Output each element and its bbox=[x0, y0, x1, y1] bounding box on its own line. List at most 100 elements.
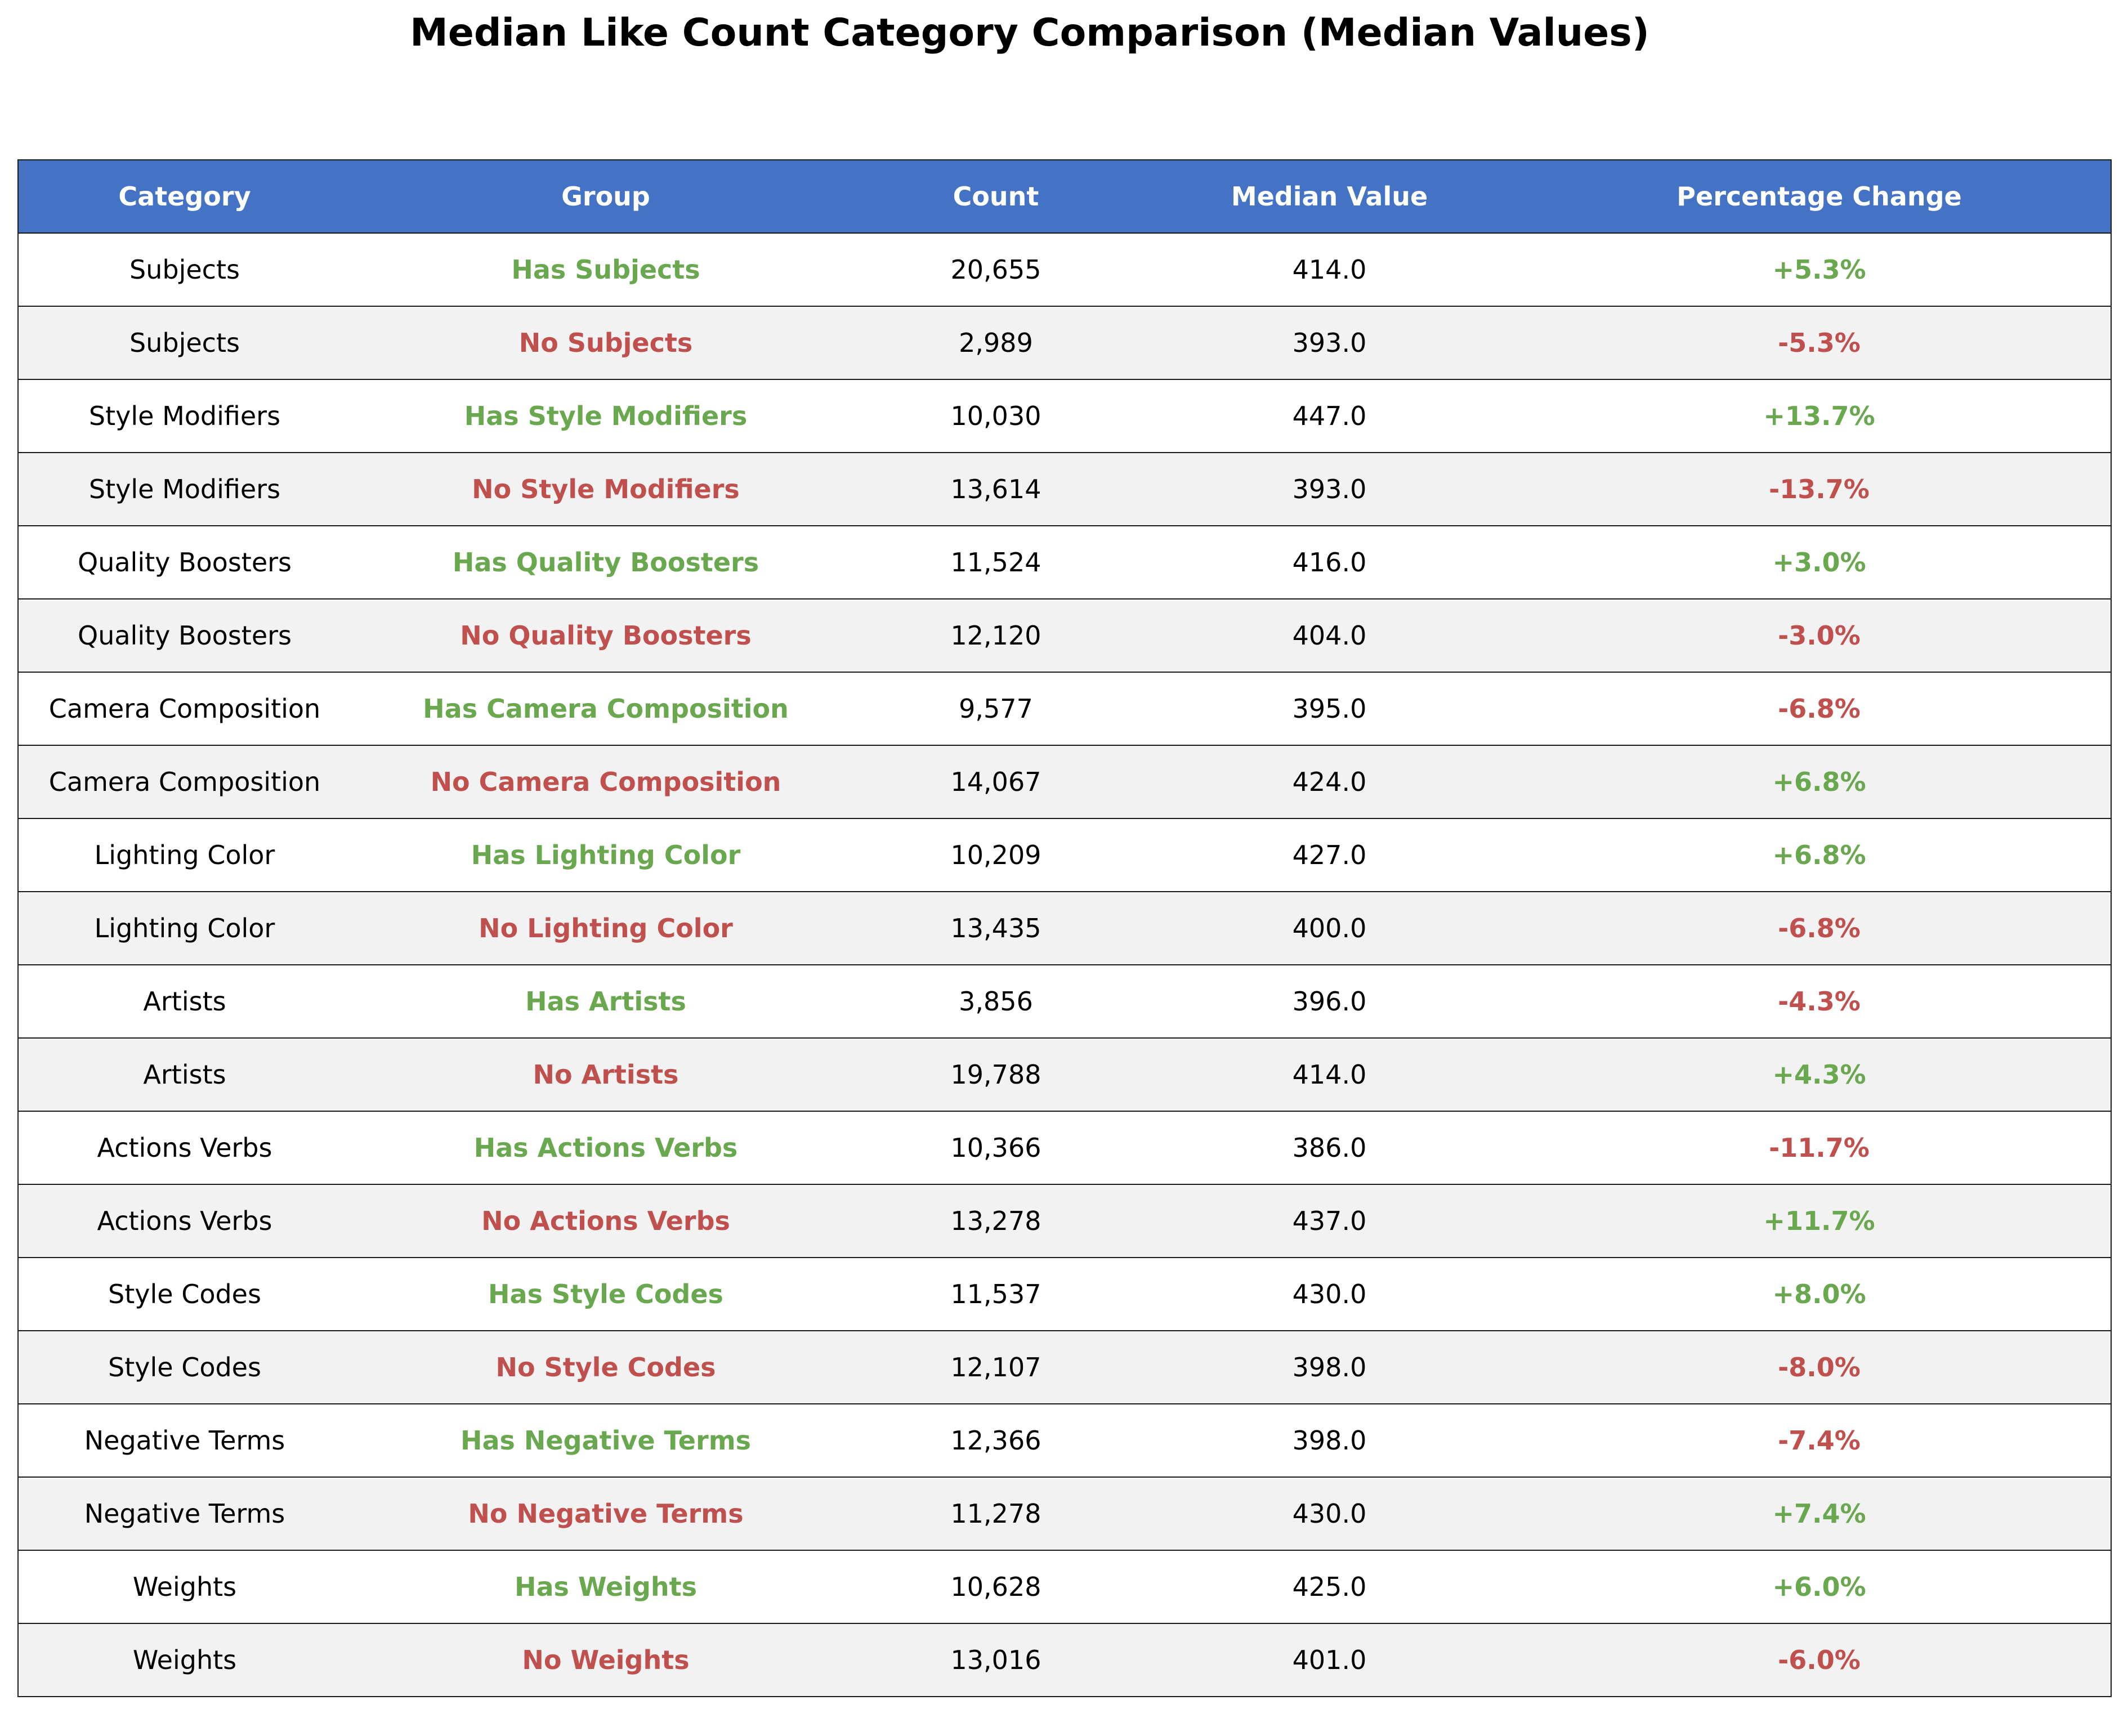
cell-percentage-change: -5.3% bbox=[1528, 306, 2112, 380]
cell-category: Artists bbox=[17, 1037, 351, 1112]
cell-median-value: 386.0 bbox=[1131, 1111, 1528, 1185]
table-row: Actions Verbs Has Actions Verbs 10,366 386.… bbox=[17, 1111, 2112, 1185]
cell-count: 13,614 bbox=[861, 452, 1131, 526]
cell-category: Style Codes bbox=[17, 1257, 351, 1331]
cell-count: 10,366 bbox=[861, 1111, 1131, 1185]
cell-category: Style Modifiers bbox=[17, 379, 351, 453]
cell-median-value: 430.0 bbox=[1131, 1257, 1528, 1331]
cell-median-value: 398.0 bbox=[1131, 1330, 1528, 1404]
table-row: Negative Terms Has Negative Terms 12,366 39… bbox=[17, 1403, 2112, 1478]
table-row: Subjects No Subjects 2,989 393.0 -5.3% bbox=[17, 306, 2112, 380]
cell-percentage-change: +6.8% bbox=[1528, 745, 2112, 819]
table-row: Lighting Color Has Lighting Color 10,209 42… bbox=[17, 818, 2112, 892]
cell-count: 12,366 bbox=[861, 1403, 1131, 1478]
cell-category: Style Codes bbox=[17, 1330, 351, 1404]
table-row: Subjects Has Subjects 20,655 414.0 +5.3% bbox=[17, 232, 2112, 307]
cell-group: Has Negative Terms bbox=[351, 1403, 861, 1478]
cell-median-value: 416.0 bbox=[1131, 525, 1528, 599]
cell-percentage-change: -13.7% bbox=[1528, 452, 2112, 526]
cell-percentage-change: -6.0% bbox=[1528, 1623, 2112, 1697]
cell-median-value: 396.0 bbox=[1131, 964, 1528, 1039]
cell-median-value: 400.0 bbox=[1131, 891, 1528, 965]
cell-percentage-change: +6.8% bbox=[1528, 818, 2112, 892]
table-row: Style Codes No Style Codes 12,107 398.0 -8.0… bbox=[17, 1330, 2112, 1404]
cell-category: Actions Verbs bbox=[17, 1111, 351, 1185]
cell-median-value: 414.0 bbox=[1131, 232, 1528, 307]
table-row: Style Codes Has Style Codes 11,537 430.0 +8.… bbox=[17, 1257, 2112, 1331]
cell-group: No Negative Terms bbox=[351, 1477, 861, 1551]
column-header-median-value: Median Value bbox=[1131, 159, 1528, 234]
column-header-percentage-change: Percentage Change bbox=[1528, 159, 2112, 234]
cell-group: No Weights bbox=[351, 1623, 861, 1697]
cell-count: 12,120 bbox=[861, 598, 1131, 673]
cell-group: Has Style Codes bbox=[351, 1257, 861, 1331]
cell-count: 2,989 bbox=[861, 306, 1131, 380]
cell-median-value: 424.0 bbox=[1131, 745, 1528, 819]
cell-group: Has Subjects bbox=[351, 232, 861, 307]
cell-percentage-change: +13.7% bbox=[1528, 379, 2112, 453]
table-row: Weights Has Weights 10,628 425.0 +6.0% bbox=[17, 1550, 2112, 1624]
cell-percentage-change: -3.0% bbox=[1528, 598, 2112, 673]
cell-category: Weights bbox=[17, 1623, 351, 1697]
cell-category: Subjects bbox=[17, 232, 351, 307]
table-row: Negative Terms No Negative Terms 11,278 430… bbox=[17, 1477, 2112, 1551]
cell-percentage-change: +7.4% bbox=[1528, 1477, 2112, 1551]
cell-group: Has Camera Composition bbox=[351, 672, 861, 746]
cell-median-value: 425.0 bbox=[1131, 1550, 1528, 1624]
table-row: Camera Composition Has Camera Composition… bbox=[17, 672, 2112, 746]
cell-group: Has Artists bbox=[351, 964, 861, 1039]
cell-median-value: 393.0 bbox=[1131, 306, 1528, 380]
cell-group: Has Actions Verbs bbox=[351, 1111, 861, 1185]
cell-group: No Subjects bbox=[351, 306, 861, 380]
cell-group: Has Style Modifiers bbox=[351, 379, 861, 453]
cell-count: 13,278 bbox=[861, 1184, 1131, 1258]
cell-category: Actions Verbs bbox=[17, 1184, 351, 1258]
cell-count: 20,655 bbox=[861, 232, 1131, 307]
cell-group: Has Weights bbox=[351, 1550, 861, 1624]
cell-group: Has Lighting Color bbox=[351, 818, 861, 892]
cell-category: Camera Composition bbox=[17, 745, 351, 819]
cell-count: 3,856 bbox=[861, 964, 1131, 1039]
cell-category: Quality Boosters bbox=[17, 598, 351, 673]
cell-group: No Style Modifiers bbox=[351, 452, 861, 526]
table-row: Style Modifiers Has Style Modifiers 10,030… bbox=[17, 379, 2112, 453]
cell-count: 9,577 bbox=[861, 672, 1131, 746]
cell-count: 14,067 bbox=[861, 745, 1131, 819]
cell-count: 13,435 bbox=[861, 891, 1131, 965]
table-row: Artists Has Artists 3,856 396.0 -4.3% bbox=[17, 964, 2112, 1039]
cell-percentage-change: -8.0% bbox=[1528, 1330, 2112, 1404]
cell-count: 11,278 bbox=[861, 1477, 1131, 1551]
cell-category: Negative Terms bbox=[17, 1403, 351, 1478]
comparison-table: Category Group Count Median Value Percen… bbox=[17, 159, 2112, 1697]
cell-category: Weights bbox=[17, 1550, 351, 1624]
cell-count: 19,788 bbox=[861, 1037, 1131, 1112]
cell-median-value: 393.0 bbox=[1131, 452, 1528, 526]
cell-median-value: 447.0 bbox=[1131, 379, 1528, 453]
cell-category: Negative Terms bbox=[17, 1477, 351, 1551]
table-row: Lighting Color No Lighting Color 13,435 400… bbox=[17, 891, 2112, 965]
cell-median-value: 427.0 bbox=[1131, 818, 1528, 892]
cell-median-value: 404.0 bbox=[1131, 598, 1528, 673]
cell-category: Lighting Color bbox=[17, 818, 351, 892]
cell-median-value: 430.0 bbox=[1131, 1477, 1528, 1551]
cell-category: Style Modifiers bbox=[17, 452, 351, 526]
cell-median-value: 401.0 bbox=[1131, 1623, 1528, 1697]
cell-group: No Quality Boosters bbox=[351, 598, 861, 673]
cell-percentage-change: +8.0% bbox=[1528, 1257, 2112, 1331]
cell-percentage-change: -11.7% bbox=[1528, 1111, 2112, 1185]
cell-count: 13,016 bbox=[861, 1623, 1131, 1697]
cell-percentage-change: +5.3% bbox=[1528, 232, 2112, 307]
page-title: Median Like Count Category Comparison (M… bbox=[410, 11, 1649, 55]
table-row: Style Modifiers No Style Modifiers 13,614 3… bbox=[17, 452, 2112, 526]
cell-category: Lighting Color bbox=[17, 891, 351, 965]
table-row: Quality Boosters No Quality Boosters 12,12… bbox=[17, 598, 2112, 673]
table-body: Subjects Has Subjects 20,655 414.0 +5.3% Subj… bbox=[17, 232, 2112, 1697]
cell-percentage-change: +3.0% bbox=[1528, 525, 2112, 599]
cell-percentage-change: +4.3% bbox=[1528, 1037, 2112, 1112]
column-header-category: Category bbox=[17, 159, 351, 234]
cell-group: No Lighting Color bbox=[351, 891, 861, 965]
table-row: Quality Boosters Has Quality Boosters 11,5… bbox=[17, 525, 2112, 599]
cell-category: Artists bbox=[17, 964, 351, 1039]
cell-percentage-change: -6.8% bbox=[1528, 672, 2112, 746]
cell-count: 10,628 bbox=[861, 1550, 1131, 1624]
